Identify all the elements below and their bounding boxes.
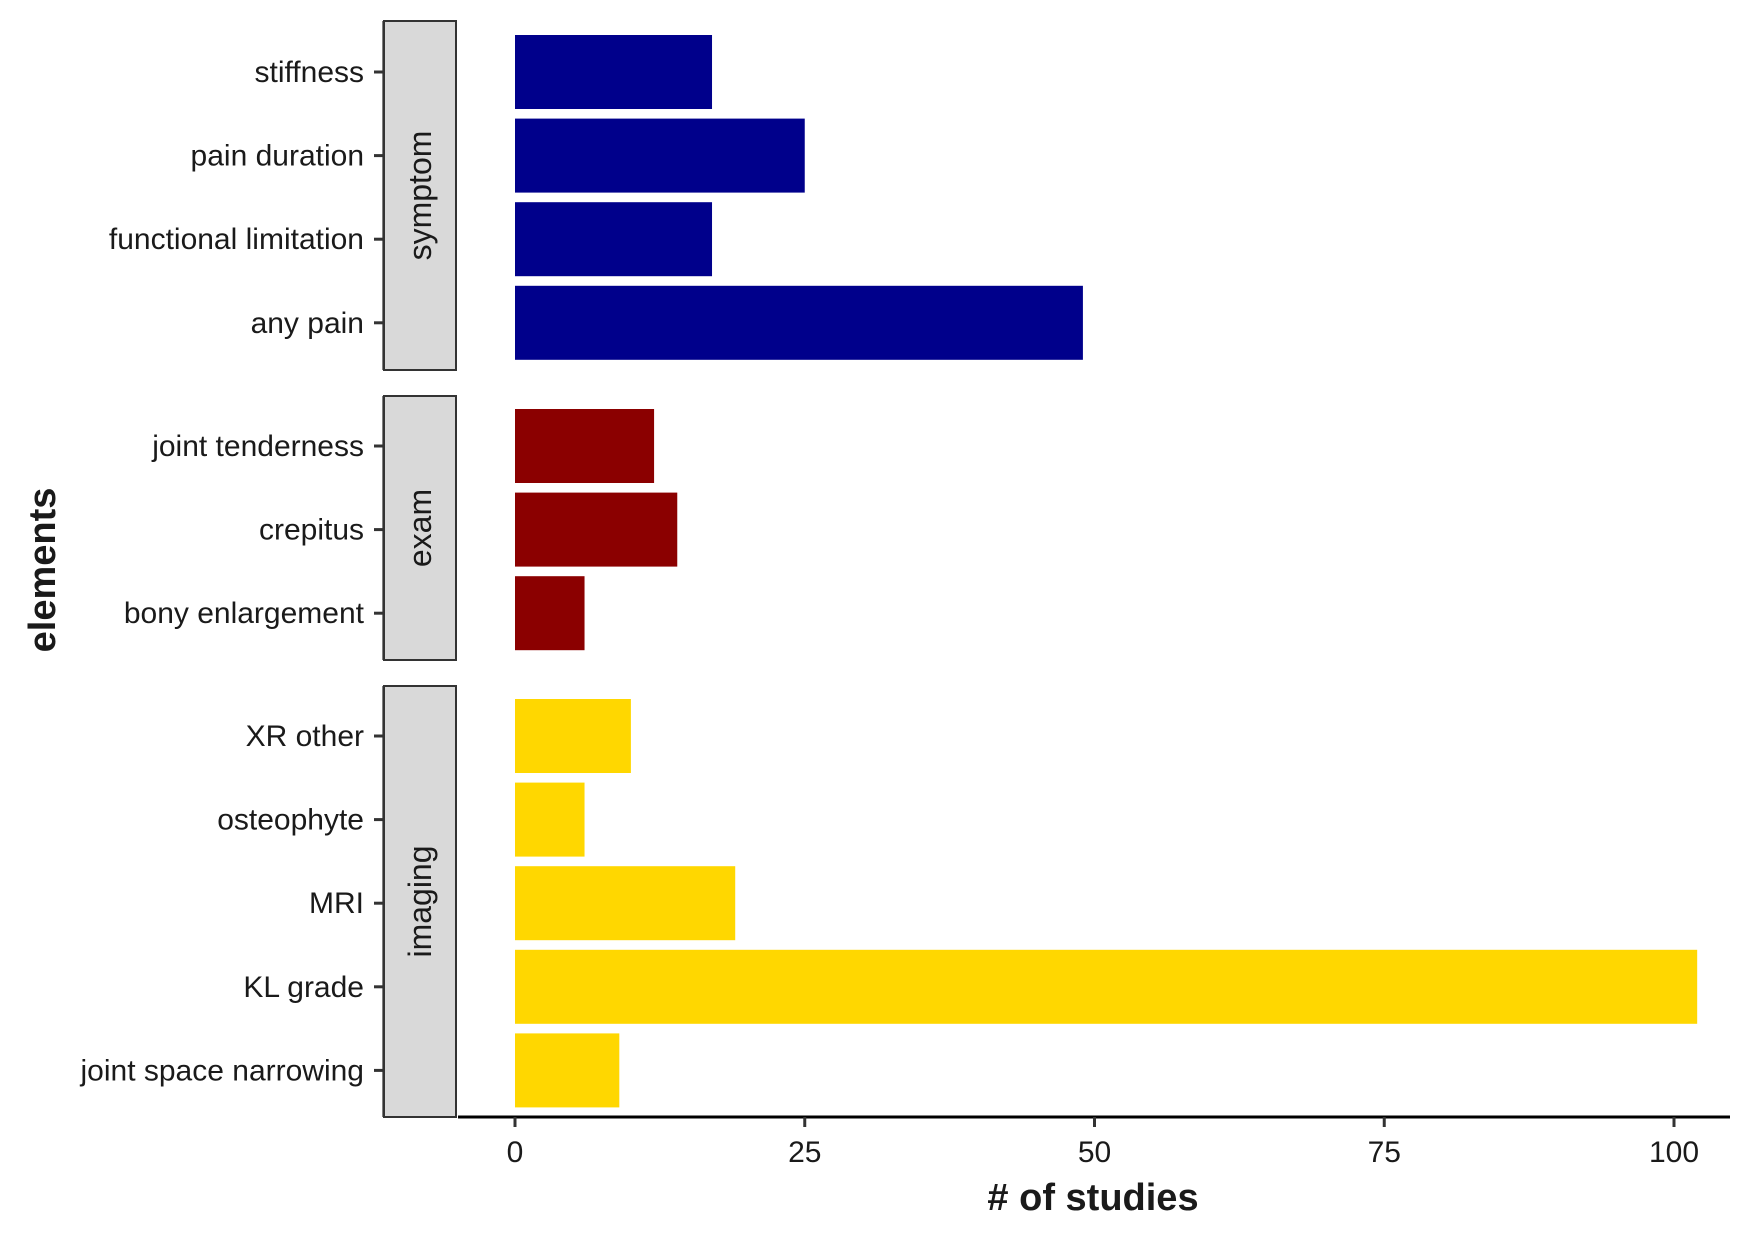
x-tick-label: 75 xyxy=(1368,1136,1401,1169)
x-axis-title: # of studies xyxy=(987,1177,1198,1219)
category-label: joint space narrowing xyxy=(80,1054,365,1087)
category-label: pain duration xyxy=(191,140,364,173)
category-label: bony enlargement xyxy=(124,597,365,630)
bar xyxy=(515,782,585,857)
category-label: osteophyte xyxy=(217,804,364,837)
bar xyxy=(515,285,1083,360)
x-tick-label: 0 xyxy=(507,1136,524,1169)
panel-exam: exam joint tenderness crepitus bony enlarge… xyxy=(124,395,678,661)
panel-symptom: symptom stiffness pain duration functional … xyxy=(109,20,1083,371)
category-label: joint tenderness xyxy=(151,430,364,463)
bar xyxy=(515,949,1698,1024)
x-axis-ticks: 0 25 50 75 100 xyxy=(507,1117,1699,1169)
bar xyxy=(515,866,736,941)
category-label: crepitus xyxy=(259,514,364,547)
x-tick-label: 100 xyxy=(1649,1136,1699,1169)
x-tick-label: 25 xyxy=(788,1136,821,1169)
panels-layer: symptom stiffness pain duration functional … xyxy=(80,20,1698,1118)
bar xyxy=(515,699,631,773)
facet-strip-label: symptom xyxy=(402,131,438,261)
category-label: any pain xyxy=(251,307,364,340)
facet-strip-label: exam xyxy=(402,489,438,567)
bar xyxy=(515,576,585,651)
y-axis-title: elements xyxy=(22,488,64,653)
facet-strip-label: imaging xyxy=(402,845,438,957)
bar xyxy=(515,492,678,567)
x-tick-label: 50 xyxy=(1078,1136,1111,1169)
category-label: XR other xyxy=(246,720,364,753)
panel-imaging: imaging XR other osteophyte MRI KL grade join… xyxy=(80,685,1698,1118)
bar xyxy=(515,202,713,277)
bar xyxy=(515,118,805,193)
bar xyxy=(515,35,713,109)
facet-strip xyxy=(383,685,457,1118)
bar xyxy=(515,1033,620,1108)
facet-strip xyxy=(383,395,457,661)
category-label: stiffness xyxy=(255,56,365,89)
facet-strip xyxy=(383,20,457,371)
category-label: functional limitation xyxy=(109,223,364,256)
category-label: KL grade xyxy=(243,971,364,1004)
category-label: MRI xyxy=(309,887,364,920)
bar xyxy=(515,409,655,483)
